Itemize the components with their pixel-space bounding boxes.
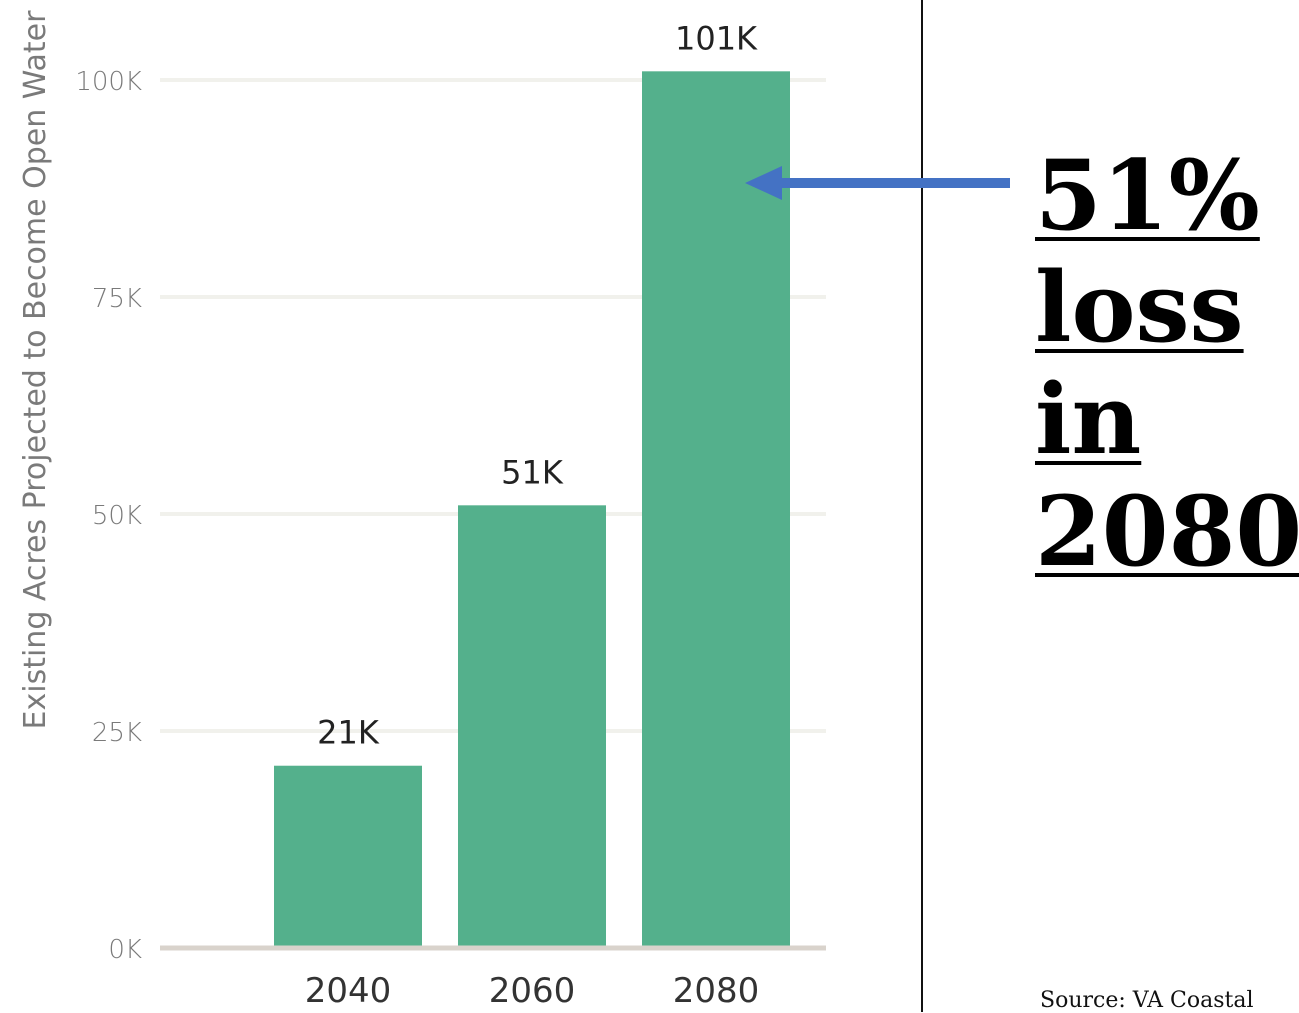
data-label-2040: 21K <box>317 714 380 752</box>
callout-line-3: in <box>1035 363 1142 476</box>
callout-line-2: loss <box>1035 251 1244 364</box>
x-tick-label-2040: 2040 <box>305 971 392 1011</box>
y-axis-label: Existing Acres Projected to Become Open … <box>18 10 53 730</box>
x-tick-label-2080: 2080 <box>673 971 760 1011</box>
bar-2080 <box>642 71 790 948</box>
y-tick-label: 0K <box>108 935 142 965</box>
bar-2040 <box>274 765 422 948</box>
data-label-2080: 101K <box>675 19 758 57</box>
y-tick-label: 100K <box>75 67 142 97</box>
y-tick-label: 50K <box>92 501 142 531</box>
callout-text: 51% loss in 2080 <box>1035 140 1299 588</box>
callout-line-1: 51% <box>1035 139 1260 252</box>
divider-line <box>921 0 923 1012</box>
callout-line-4: 2080 <box>1035 475 1299 588</box>
x-tick-label-2060: 2060 <box>489 971 576 1011</box>
bar-2060 <box>458 505 606 948</box>
x-axis-ticks: 2040 2060 2080 <box>305 971 760 1011</box>
bars <box>160 71 826 951</box>
data-label-2060: 51K <box>501 453 564 491</box>
y-axis-ticks: 0K 25K 50K 75K 100K <box>75 67 142 965</box>
data-labels: 21K 51K 101K <box>317 19 758 751</box>
source-note: Source: VA Coastal <box>1040 988 1254 1013</box>
y-tick-label: 25K <box>92 718 142 748</box>
y-tick-label: 75K <box>92 284 142 314</box>
